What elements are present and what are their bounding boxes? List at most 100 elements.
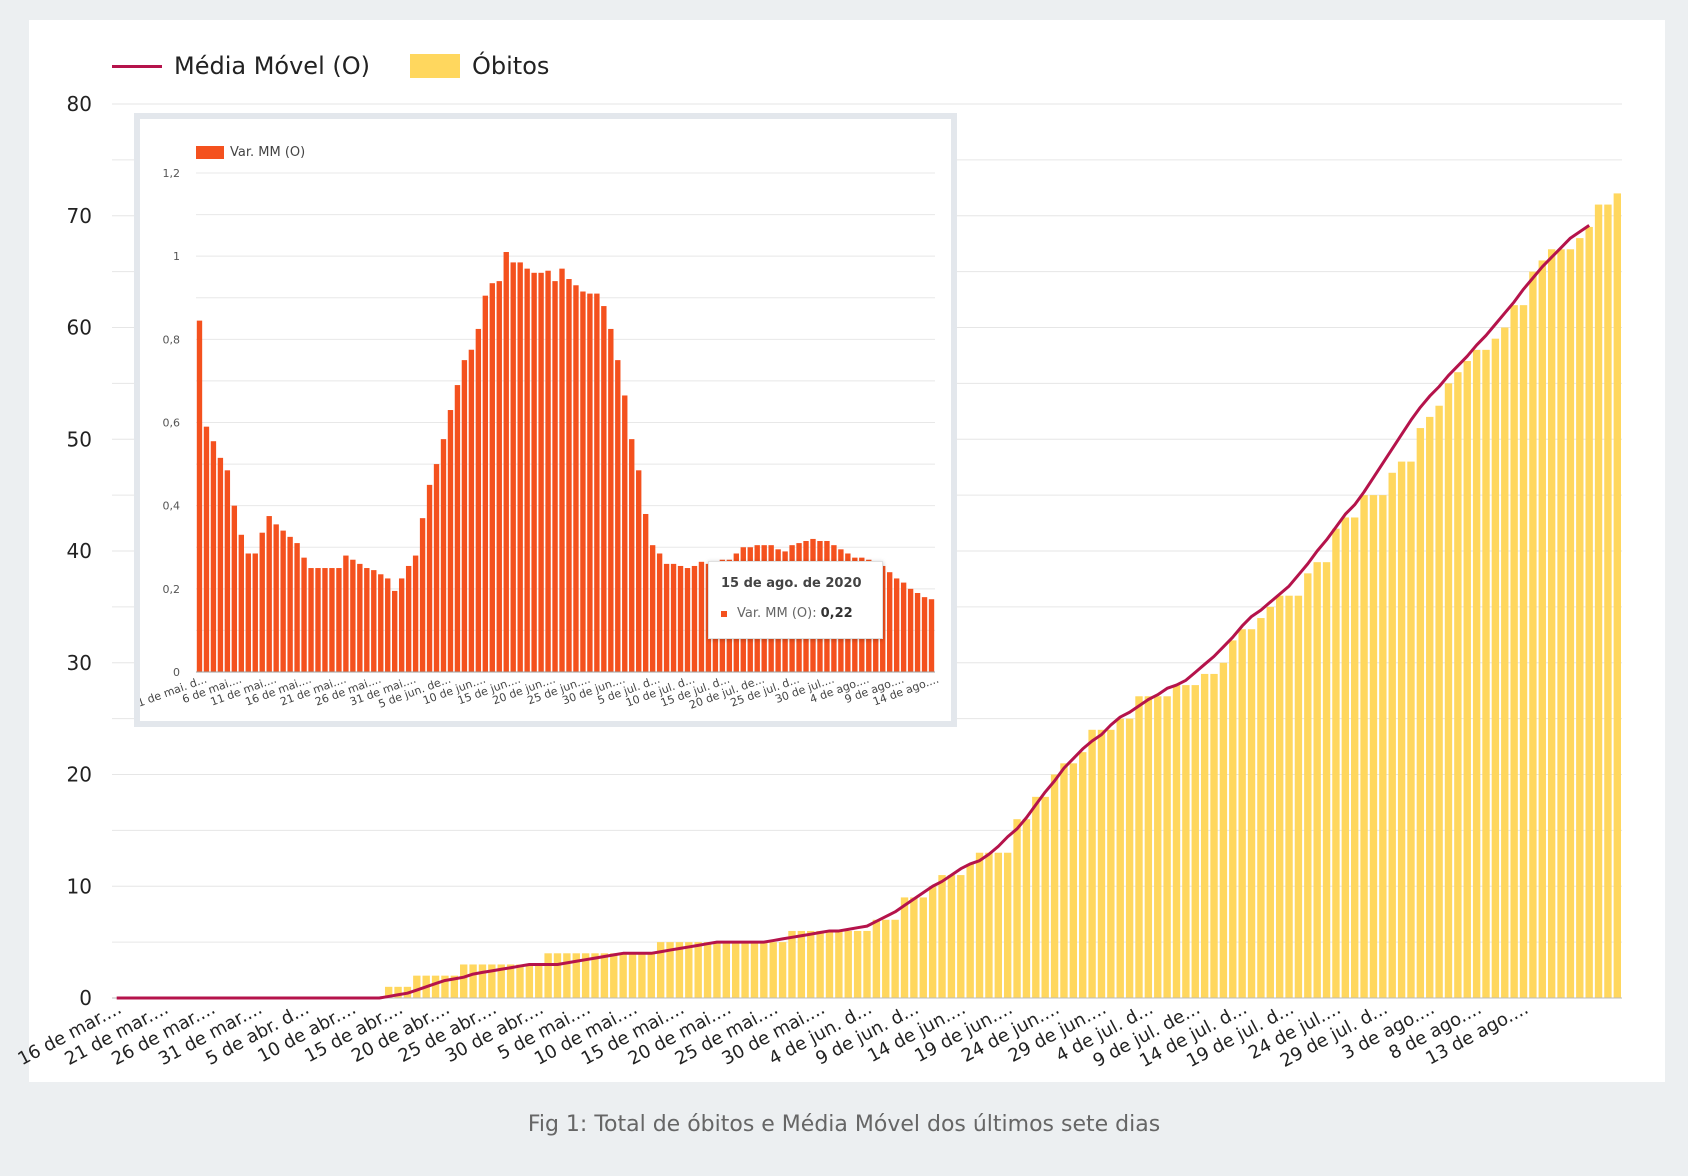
obitos-bar bbox=[947, 875, 956, 998]
obitos-bar bbox=[694, 942, 702, 998]
var-mm-bar bbox=[503, 252, 509, 672]
tooltip-series-dot bbox=[721, 610, 727, 617]
inset-y-tick-label: 0 bbox=[173, 666, 180, 679]
obitos-bar bbox=[1163, 696, 1171, 998]
var-mm-bar bbox=[412, 555, 419, 672]
obitos-bar bbox=[1079, 752, 1087, 998]
var-mm-bar bbox=[329, 568, 335, 672]
var-mm-bar bbox=[587, 293, 593, 672]
var-mm-bar bbox=[886, 572, 893, 672]
var-mm-bar bbox=[461, 360, 468, 672]
obitos-bar bbox=[1247, 629, 1256, 998]
var-mm-bar bbox=[698, 561, 705, 672]
obitos-bar bbox=[1172, 685, 1181, 998]
var-mm-bar bbox=[196, 320, 203, 672]
var-mm-bar bbox=[315, 568, 321, 672]
var-mm-bar bbox=[552, 281, 558, 672]
var-mm-bar bbox=[691, 565, 698, 672]
obitos-bar bbox=[1041, 796, 1049, 998]
var-mm-bar bbox=[496, 281, 502, 672]
obitos-bar bbox=[928, 886, 937, 998]
obitos-bar bbox=[1351, 517, 1359, 998]
obitos-bar bbox=[1135, 696, 1143, 998]
var-mm-bar bbox=[210, 441, 217, 672]
var-mm-bar bbox=[385, 578, 391, 672]
tooltip-value: 0,22 bbox=[820, 606, 853, 621]
legend-line-swatch bbox=[112, 64, 162, 68]
obitos-bar bbox=[872, 919, 881, 998]
obitos-bar bbox=[469, 964, 477, 998]
var-mm-bar bbox=[615, 360, 621, 672]
tooltip-series-label: Var. MM (O): bbox=[737, 606, 817, 621]
var-mm-bar bbox=[663, 563, 670, 672]
var-mm-bar bbox=[921, 597, 928, 672]
var-mm-bar bbox=[273, 524, 279, 672]
obitos-bar bbox=[1032, 796, 1040, 998]
obitos-bar bbox=[816, 930, 824, 998]
main-legend: Média Móvel (O) Óbitos bbox=[112, 52, 589, 80]
var-mm-bar bbox=[656, 553, 663, 672]
obitos-bar bbox=[1594, 204, 1603, 998]
obitos-bar bbox=[807, 930, 815, 998]
obitos-bar bbox=[1238, 629, 1246, 998]
var-mm-bar bbox=[231, 505, 238, 672]
obitos-bar bbox=[1547, 249, 1556, 998]
y-tick-label: 40 bbox=[67, 539, 92, 563]
obitos-bar bbox=[1426, 416, 1434, 998]
obitos-bar bbox=[1454, 372, 1462, 998]
obitos-bar bbox=[1472, 349, 1481, 999]
inset-y-tick-label: 1 bbox=[173, 250, 180, 263]
inset-legend[interactable]: Var. MM (O) bbox=[196, 145, 305, 160]
var-mm-bar bbox=[357, 563, 363, 672]
obitos-bar bbox=[1557, 249, 1565, 998]
legend-label-media-movel: Média Móvel (O) bbox=[174, 52, 370, 80]
obitos-bar bbox=[1369, 495, 1378, 998]
obitos-bar bbox=[863, 930, 871, 998]
obitos-bar bbox=[1200, 673, 1209, 998]
obitos-bar bbox=[1604, 204, 1612, 998]
var-mm-bar bbox=[224, 470, 231, 672]
obitos-bar bbox=[1585, 226, 1593, 999]
obitos-bar bbox=[1388, 472, 1396, 998]
var-mm-bar bbox=[378, 574, 384, 672]
obitos-bar bbox=[1576, 238, 1584, 999]
obitos-bar bbox=[994, 852, 1002, 998]
obitos-bar bbox=[957, 875, 965, 998]
var-mm-bar bbox=[203, 426, 210, 672]
obitos-bar bbox=[1510, 305, 1518, 998]
obitos-bar bbox=[741, 942, 749, 998]
obitos-bar bbox=[535, 964, 543, 998]
obitos-bar bbox=[750, 942, 759, 998]
var-mm-bar bbox=[510, 262, 516, 672]
var-mm-bar bbox=[566, 279, 572, 672]
obitos-bar bbox=[572, 953, 580, 998]
y-tick-label: 80 bbox=[67, 92, 92, 116]
obitos-bar bbox=[985, 852, 993, 998]
obitos-bar bbox=[563, 953, 571, 998]
obitos-bar bbox=[769, 942, 777, 998]
obitos-bar bbox=[553, 953, 562, 998]
obitos-bar bbox=[647, 953, 655, 998]
y-tick-label: 60 bbox=[67, 316, 92, 340]
obitos-bar bbox=[1182, 685, 1190, 998]
y-tick-label: 0 bbox=[79, 986, 92, 1010]
obitos-bar bbox=[394, 986, 402, 998]
obitos-bar bbox=[1191, 685, 1199, 998]
obitos-bar bbox=[638, 953, 646, 998]
obitos-bar bbox=[384, 986, 393, 998]
var-mm-bar bbox=[684, 568, 691, 672]
legend-item-media-movel[interactable]: Média Móvel (O) bbox=[112, 52, 370, 80]
var-mm-bar bbox=[468, 349, 475, 672]
obitos-bar bbox=[460, 964, 468, 998]
obitos-bar bbox=[1107, 729, 1115, 998]
legend-item-obitos[interactable]: Óbitos bbox=[409, 52, 549, 80]
var-mm-bar bbox=[308, 568, 314, 672]
obitos-bar bbox=[797, 930, 806, 998]
var-mm-bar bbox=[928, 599, 935, 672]
obitos-bar bbox=[1266, 606, 1274, 998]
obitos-bar bbox=[497, 964, 505, 998]
var-mm-bar bbox=[350, 559, 356, 672]
var-mm-bar bbox=[649, 545, 656, 672]
inset-legend-label: Var. MM (O) bbox=[230, 145, 306, 160]
